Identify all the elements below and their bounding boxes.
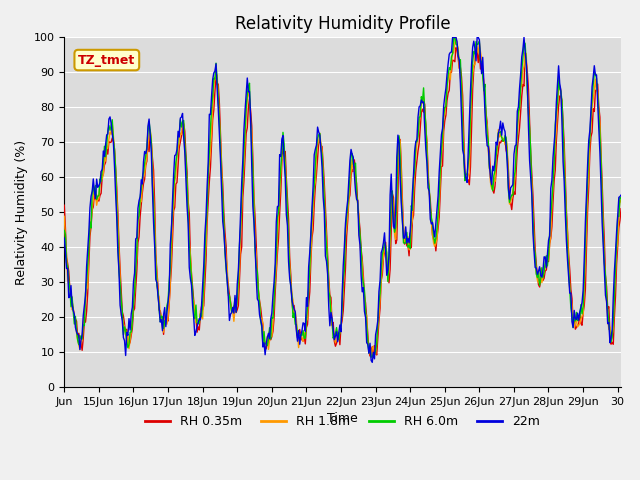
X-axis label: Time: Time [327,412,358,425]
Text: TZ_tmet: TZ_tmet [78,54,136,67]
Legend: RH 0.35m, RH 1.8m, RH 6.0m, 22m: RH 0.35m, RH 1.8m, RH 6.0m, 22m [140,410,545,433]
Y-axis label: Relativity Humidity (%): Relativity Humidity (%) [15,140,28,285]
Title: Relativity Humidity Profile: Relativity Humidity Profile [235,15,451,33]
